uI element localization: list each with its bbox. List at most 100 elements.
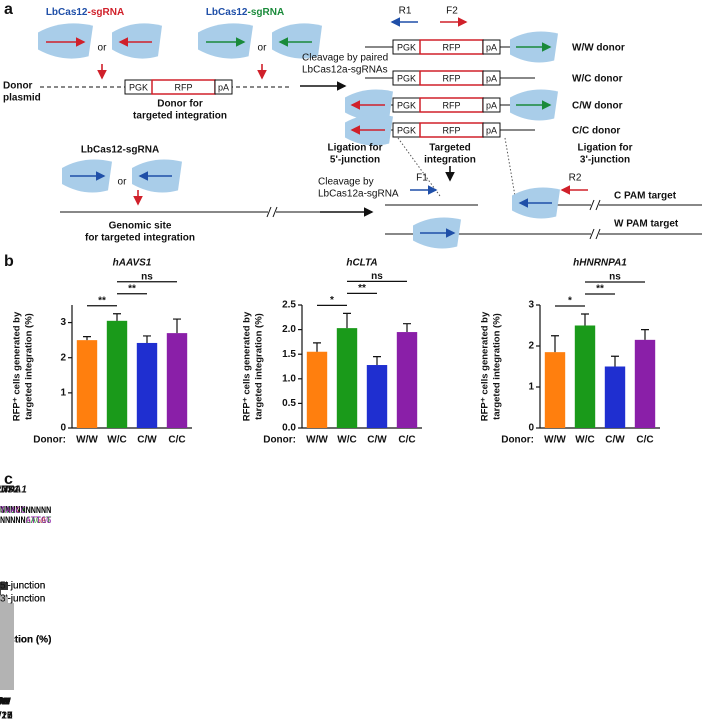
donor-label: W/W donor [572,43,625,54]
break-gap [591,200,599,210]
x-axis-label: Donor: [501,435,534,446]
guide-label: LbCas12-sgRNA [46,7,124,18]
x-tick-label: C/W [0,697,10,708]
donor-label: W/C donor [572,74,623,85]
label: Genomic site [109,221,172,232]
n-value: 13/15 [0,711,13,722]
error-bar [403,323,411,333]
x-tick-label: C/C [0,697,9,708]
y-tick-label: 1.0 [282,373,296,384]
x-tick-label: W/C [0,697,10,708]
label: pA [486,42,497,52]
polya-box [482,97,501,113]
n-value: 15/17 [0,711,13,722]
target-label: C PAM target [614,191,677,202]
y-tick-label: 1 [528,382,534,393]
polya-box [482,122,501,138]
x-tick-label: C/W [367,435,387,446]
sequence: NNNNNATTGG [0,516,51,526]
sequence: NNNNNCACGT [0,516,51,526]
label: Ligation for [328,143,383,154]
sequence-overhang: TAACC [0,506,26,516]
dotted-guide [504,137,516,197]
bar [106,320,128,428]
x-tick-label: W/C [0,697,10,708]
label: 5'-junction [330,155,380,166]
sequence-overhang: ATTGG [26,516,52,526]
x-axis-label: Donor: [33,435,66,446]
bar [0,614,14,690]
chart-title: hCLTA [0,485,16,496]
y-axis-label: Accurate junction (%) [0,635,51,646]
break-mark [266,206,272,218]
y-axis-label: RFP⁺ cells generated by [480,311,491,421]
x-tick-label: W/W [0,697,11,708]
sequence: GTGCANNNNN [0,506,51,516]
chart-title: hAAVS1 [113,258,152,269]
break-mark [595,199,601,211]
significance-label: * [330,295,334,306]
n-value: 23/12 [0,711,13,722]
y-tick-label: 0 [60,423,66,434]
sequence: NNNNN [0,506,26,516]
label: PGK [129,82,148,92]
y-tick-label: 0.0 [282,423,296,434]
target-label: W PAM target [614,219,679,230]
cas12-protein [38,23,93,59]
y-axis-label: Accurate junction (%) [0,635,51,646]
donor-label: C/C donor [572,126,620,137]
significance-label: ** [596,284,604,295]
panel-label: a [4,1,13,18]
y-axis-label: targeted integration (%) [492,313,503,420]
bar [336,328,358,428]
label: pA [486,100,497,110]
label: LbCas12a-sgRNA [318,189,399,200]
n-value: 17/17 [0,711,13,722]
error-bar [581,313,589,326]
error-bar [343,312,351,329]
x-tick-label: C/C [168,435,185,446]
error-bar [173,318,181,334]
or-label: or [98,43,108,54]
label: Ligation for [578,143,633,154]
y-tick-label: 2 [528,341,534,352]
error-bar [113,313,121,321]
n-value: 14/18 [0,711,13,722]
label: RFP [443,42,461,52]
x-tick-label: W/C [0,697,10,708]
label: PGK [397,125,416,135]
sequence-part: NNNNN [26,506,52,516]
x-tick-label: W/W [0,697,11,708]
label: PGK [397,100,416,110]
sequence: TAACCNNNNN [0,506,51,516]
x-tick-label: W/W [544,435,566,446]
label: LbCas12a-sgRNAs [302,65,388,76]
y-axis-label: targeted integration (%) [24,313,35,420]
x-axis-label: Donor: [263,435,296,446]
label: for targeted integration [85,233,195,244]
significance-label: * [568,296,572,307]
y-axis-label: RFP⁺ cells generated by [242,311,253,421]
panel-label: b [4,253,14,270]
label: PGK [397,73,416,83]
sequence: NNNNNGTGAT [0,516,51,526]
significance-label: ** [98,295,106,306]
x-tick-label: C/W [137,435,157,446]
n-value: 19/21 [0,711,13,722]
label: Cleavage by [318,177,374,188]
significance-label: ** [128,283,136,294]
bar [306,351,328,428]
sequence-overhang: CACTA [0,506,26,516]
x-tick-label: W/C [107,435,126,446]
error-bar [551,335,559,353]
legend-label: 3'-junction [0,594,45,605]
x-tick-label: C/W [605,435,625,446]
cas12-protein [112,23,162,59]
bar [544,352,566,428]
bar [634,339,656,428]
error-bar [641,329,649,340]
chart-title: hHNRNPA1 [573,258,627,269]
legend-label: 5'-junction [0,581,45,592]
guide-label: LbCas12-sgRNA [81,145,159,156]
significance-label: ns [371,271,383,282]
